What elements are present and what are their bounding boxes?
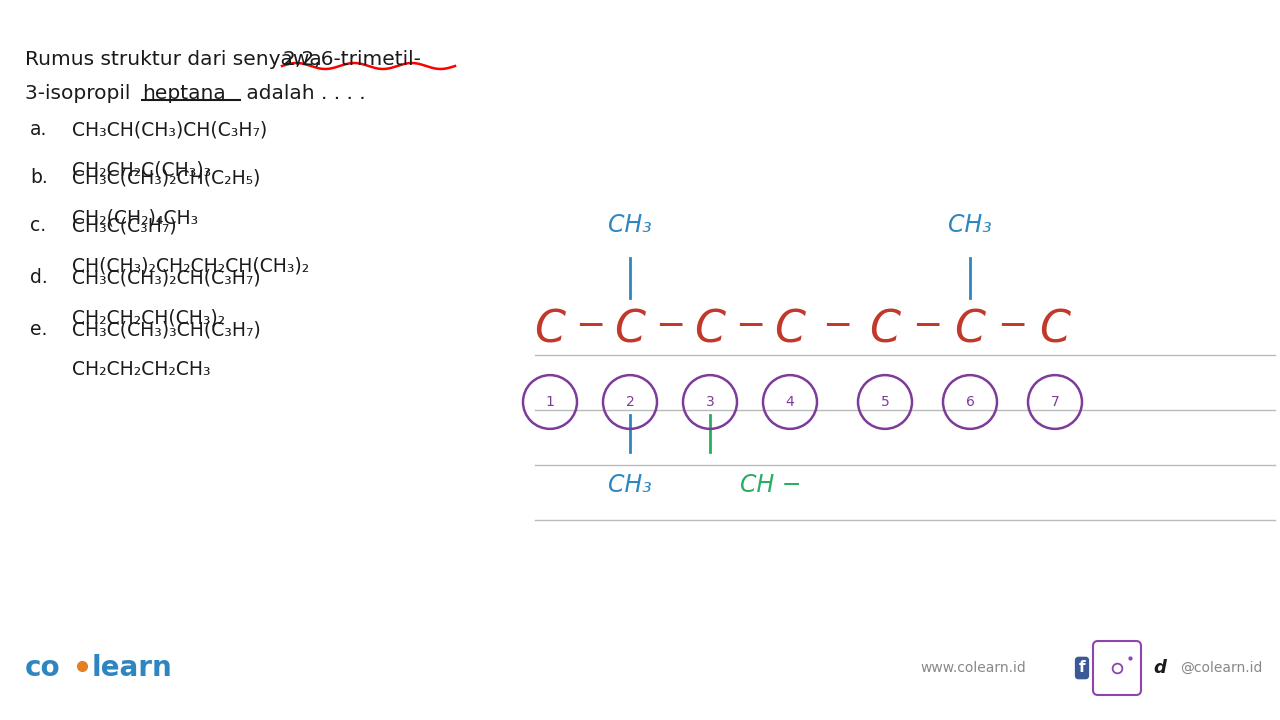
Text: C: C: [869, 308, 901, 351]
Text: CH₃: CH₃: [608, 473, 652, 497]
Text: −: −: [822, 309, 852, 343]
Text: 6: 6: [965, 395, 974, 409]
Text: CH₃: CH₃: [948, 213, 992, 237]
Text: Rumus struktur dari senyawa: Rumus struktur dari senyawa: [26, 50, 328, 69]
Text: co: co: [26, 654, 60, 682]
Text: −: −: [655, 309, 685, 343]
Text: CH₃C(CH₃)₂CH(C₂H₅): CH₃C(CH₃)₂CH(C₂H₅): [72, 168, 260, 187]
Text: C: C: [614, 308, 645, 351]
Text: 5: 5: [881, 395, 890, 409]
Text: CH(CH₃)₂CH₂CH₂CH(CH₃)₂: CH(CH₃)₂CH₂CH₂CH(CH₃)₂: [72, 256, 310, 275]
Text: d: d: [1153, 659, 1166, 677]
Text: CH −: CH −: [740, 473, 801, 497]
Text: CH₃CH(CH₃)CH(C₃H₇): CH₃CH(CH₃)CH(C₃H₇): [72, 120, 268, 139]
Text: a.: a.: [29, 120, 47, 139]
Text: CH₃C(CH₃)₂CH(C₃H₇): CH₃C(CH₃)₂CH(C₃H₇): [72, 268, 261, 287]
Text: CH₂CH₂CH(CH₃)₂: CH₂CH₂CH(CH₃)₂: [72, 308, 225, 327]
Text: CH₂CH₂CH₂CH₃: CH₂CH₂CH₂CH₃: [72, 360, 211, 379]
Text: −: −: [913, 309, 942, 343]
Text: CH₃: CH₃: [608, 213, 652, 237]
Text: C: C: [1039, 308, 1070, 351]
Text: adalah . . . .: adalah . . . .: [241, 84, 366, 103]
Text: www.colearn.id: www.colearn.id: [920, 661, 1025, 675]
Text: CH₃C(CH₃)₃CH(C₃H₇): CH₃C(CH₃)₃CH(C₃H₇): [72, 320, 261, 339]
Text: c.: c.: [29, 216, 46, 235]
Text: 7: 7: [1051, 395, 1060, 409]
Text: heptana: heptana: [142, 84, 225, 103]
Text: CH₃C(C₃H₇): CH₃C(C₃H₇): [72, 216, 177, 235]
Text: 3-isopropil: 3-isopropil: [26, 84, 137, 103]
Text: −: −: [735, 309, 765, 343]
Text: b.: b.: [29, 168, 47, 187]
Text: 1: 1: [545, 395, 554, 409]
Text: CH₂CH₂C(CH₃)₃: CH₂CH₂C(CH₃)₃: [72, 160, 211, 179]
Text: 4: 4: [786, 395, 795, 409]
Text: C: C: [955, 308, 986, 351]
Text: f: f: [1079, 660, 1085, 675]
Text: e.: e.: [29, 320, 47, 339]
Text: C: C: [535, 308, 566, 351]
Text: 2,2,6-trimetil-: 2,2,6-trimetil-: [282, 50, 421, 69]
Text: −: −: [997, 309, 1028, 343]
Text: @colearn.id: @colearn.id: [1180, 661, 1262, 675]
Text: −: −: [575, 309, 605, 343]
Text: 3: 3: [705, 395, 714, 409]
Text: learn: learn: [92, 654, 173, 682]
Text: C: C: [774, 308, 805, 351]
Text: C: C: [695, 308, 726, 351]
Text: d.: d.: [29, 268, 47, 287]
Text: CH₂(CH₂)₄CH₃: CH₂(CH₂)₄CH₃: [72, 208, 198, 227]
Text: 2: 2: [626, 395, 635, 409]
